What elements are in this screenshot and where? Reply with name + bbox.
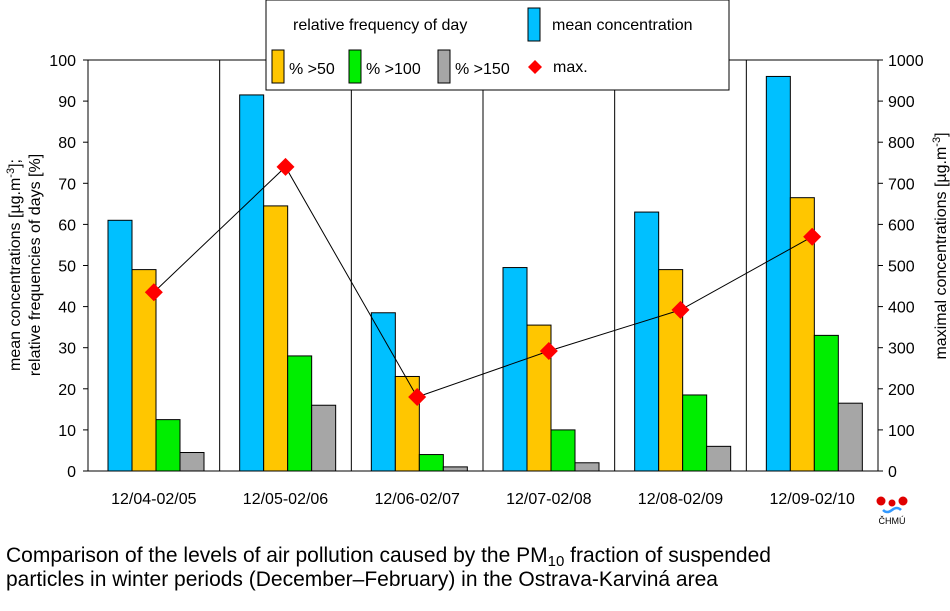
chmu-logo-text: ČHMÚ bbox=[878, 516, 906, 526]
bar--150 bbox=[442, 466, 468, 472]
x-tick-label: 12/05-02/06 bbox=[243, 491, 329, 508]
bar-mean-concentration bbox=[634, 211, 660, 472]
y-left-axis-title-line1: mean concentrations [µg.m-3]; bbox=[5, 159, 24, 371]
bar-mean-concentration bbox=[765, 75, 791, 472]
x-tick-label: 12/09-02/10 bbox=[769, 491, 855, 508]
y-right-tick-label: 100 bbox=[888, 423, 915, 440]
bar--100 bbox=[155, 419, 181, 472]
bar--50 bbox=[131, 269, 157, 472]
bar-mean-concentration bbox=[239, 94, 265, 472]
legend-swatch-mean bbox=[527, 7, 541, 42]
y-left-tick-label: 30 bbox=[58, 341, 76, 358]
y-left-tick-label: 80 bbox=[58, 135, 76, 152]
y-left-axis-title-line2: relative frequencies of days [%] bbox=[27, 154, 44, 376]
bar--150 bbox=[311, 404, 337, 472]
bar--100 bbox=[682, 394, 708, 472]
legend-swatch-max bbox=[528, 60, 542, 74]
chart: 0102030405060708090100010020030040050060… bbox=[5, 0, 950, 508]
bar--150 bbox=[837, 402, 863, 472]
y-left-tick-label: 70 bbox=[58, 176, 76, 193]
y-right-tick-label: 0 bbox=[888, 464, 897, 481]
y-right-tick-label: 400 bbox=[888, 300, 915, 317]
y-left-tick-label: 0 bbox=[67, 464, 76, 481]
x-tick-label: 12/04-02/05 bbox=[111, 491, 197, 508]
legend-box bbox=[265, 0, 730, 91]
y-right-tick-label: 300 bbox=[888, 341, 915, 358]
caption-line-2: particles in winter periods (December–Fe… bbox=[6, 568, 718, 591]
max-marker bbox=[276, 157, 295, 176]
legend-label: % >50 bbox=[289, 61, 335, 78]
y-right-axis-title: maximal concentrations [µg.m-3] bbox=[931, 132, 950, 359]
bar-mean-concentration bbox=[502, 267, 528, 472]
bar-mean-concentration bbox=[107, 219, 133, 472]
bar--150 bbox=[574, 462, 600, 472]
y-left-tick-label: 50 bbox=[58, 259, 76, 276]
axis-titles: mean concentrations [µg.m-3]; relative fr… bbox=[5, 132, 950, 376]
bar--150 bbox=[179, 452, 205, 472]
bar--100 bbox=[813, 334, 839, 472]
x-tick-label: 12/08-02/09 bbox=[638, 491, 724, 508]
legend-label: % >100 bbox=[366, 61, 421, 78]
legend-swatch bbox=[271, 49, 285, 84]
max-marker bbox=[144, 283, 163, 302]
caption-line-1: Comparison of the levels of air pollutio… bbox=[6, 544, 771, 570]
legend-group-title: relative frequency of day bbox=[293, 17, 467, 34]
bar-mean-concentration bbox=[370, 312, 396, 472]
caption: Comparison of the levels of air pollutio… bbox=[6, 544, 946, 592]
max-marker bbox=[539, 341, 558, 360]
y-left-tick-label: 100 bbox=[49, 53, 76, 70]
bar--50 bbox=[658, 269, 684, 472]
bar--100 bbox=[550, 429, 576, 472]
y-left-tick-label: 60 bbox=[58, 217, 76, 234]
y-right-tick-label: 200 bbox=[888, 382, 915, 399]
legend-label: % >150 bbox=[455, 61, 510, 78]
legend-label-mean: mean concentration bbox=[552, 17, 693, 34]
legend-swatch bbox=[437, 49, 451, 84]
x-tick-label: 12/06-02/07 bbox=[374, 491, 460, 508]
y-left-tick-label: 10 bbox=[58, 423, 76, 440]
bar--100 bbox=[287, 355, 313, 472]
y-left-tick-label: 90 bbox=[58, 94, 76, 111]
legend-label-max: max. bbox=[553, 59, 588, 76]
chmu-logo bbox=[876, 496, 908, 514]
max-marker bbox=[408, 388, 427, 407]
y-right-tick-label: 700 bbox=[888, 176, 915, 193]
y-left-tick-label: 40 bbox=[58, 300, 76, 317]
x-tick-label: 12/07-02/08 bbox=[506, 491, 592, 508]
y-right-tick-label: 600 bbox=[888, 217, 915, 234]
legend: relative frequency of day mean concentrat… bbox=[265, 0, 730, 91]
bar--150 bbox=[706, 445, 732, 472]
y-right-tick-label: 800 bbox=[888, 135, 915, 152]
bar--50 bbox=[263, 205, 289, 472]
y-right-tick-label: 900 bbox=[888, 94, 915, 111]
bar--100 bbox=[418, 454, 444, 472]
y-right-tick-label: 1000 bbox=[888, 53, 924, 70]
y-left-tick-label: 20 bbox=[58, 382, 76, 399]
legend-swatch bbox=[348, 49, 362, 84]
max-marker bbox=[803, 227, 822, 246]
y-right-tick-label: 500 bbox=[888, 259, 915, 276]
max-line bbox=[153, 166, 813, 398]
max-marker bbox=[671, 300, 690, 319]
